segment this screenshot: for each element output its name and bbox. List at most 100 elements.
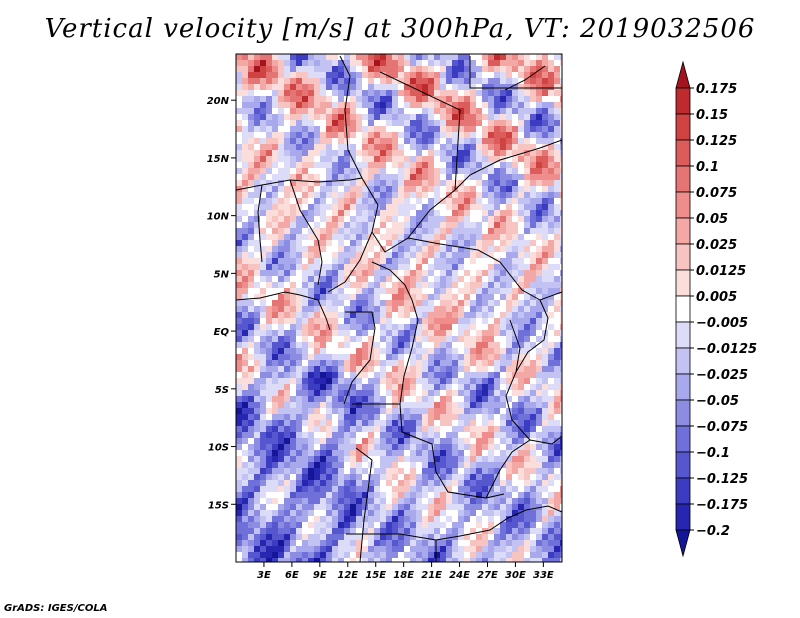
field-cell <box>422 474 428 480</box>
field-cell <box>338 516 344 522</box>
field-cell <box>362 552 368 558</box>
field-cell <box>404 462 410 468</box>
field-cell <box>242 492 248 498</box>
field-cell <box>290 168 296 174</box>
field-cell <box>410 390 416 396</box>
field-cell <box>554 276 560 282</box>
field-cell <box>260 336 266 342</box>
field-cell <box>266 72 272 78</box>
field-cell <box>350 372 356 378</box>
field-cell <box>260 552 266 558</box>
field-cell <box>284 384 290 390</box>
field-cell <box>428 372 434 378</box>
field-cell <box>542 276 548 282</box>
field-cell <box>494 252 500 258</box>
field-cell <box>350 258 356 264</box>
field-cell <box>500 132 506 138</box>
field-cell <box>380 72 386 78</box>
field-cell <box>410 72 416 78</box>
field-cell <box>560 252 562 258</box>
field-cell <box>368 312 374 318</box>
field-cell <box>290 390 296 396</box>
field-cell <box>524 384 530 390</box>
field-cell <box>548 474 554 480</box>
colorbar-bin <box>675 191 691 219</box>
field-cell <box>338 282 344 288</box>
field-cell <box>422 504 428 510</box>
field-cell <box>338 264 344 270</box>
field-cell <box>302 210 308 216</box>
field-cell <box>548 204 554 210</box>
field-cell <box>416 348 422 354</box>
field-cell <box>458 462 464 468</box>
field-cell <box>356 486 362 492</box>
field-cell <box>416 546 422 552</box>
field-cell <box>362 132 368 138</box>
field-cell <box>542 258 548 264</box>
field-cell <box>356 558 362 562</box>
field-cell <box>458 192 464 198</box>
field-cell <box>326 312 332 318</box>
field-cell <box>356 114 362 120</box>
field-cell <box>278 204 284 210</box>
field-cell <box>392 336 398 342</box>
field-cell <box>398 444 404 450</box>
field-cell <box>248 150 254 156</box>
field-cell <box>368 402 374 408</box>
field-cell <box>440 138 446 144</box>
field-cell <box>542 282 548 288</box>
field-cell <box>392 528 398 534</box>
field-cell <box>452 462 458 468</box>
field-cell <box>518 522 524 528</box>
field-cell <box>458 552 464 558</box>
field-cell <box>368 552 374 558</box>
field-cell <box>410 108 416 114</box>
field-cell <box>416 360 422 366</box>
field-cell <box>440 114 446 120</box>
field-cell <box>242 408 248 414</box>
field-cell <box>362 402 368 408</box>
field-cell <box>404 66 410 72</box>
field-cell <box>560 198 562 204</box>
field-cell <box>260 534 266 540</box>
field-cell <box>548 528 554 534</box>
field-cell <box>290 396 296 402</box>
field-cell <box>296 492 302 498</box>
field-cell <box>308 438 314 444</box>
field-cell <box>332 186 338 192</box>
field-cell <box>422 114 428 120</box>
field-cell <box>308 360 314 366</box>
field-cell <box>284 402 290 408</box>
field-cell <box>290 558 296 562</box>
field-cell <box>410 246 416 252</box>
field-cell <box>326 354 332 360</box>
field-cell <box>392 270 398 276</box>
field-cell <box>284 294 290 300</box>
field-cell <box>320 288 326 294</box>
field-cell <box>296 114 302 120</box>
field-cell <box>260 480 266 486</box>
field-cell <box>554 492 560 498</box>
field-cell <box>464 306 470 312</box>
field-cell <box>548 348 554 354</box>
field-cell <box>458 114 464 120</box>
field-cell <box>350 528 356 534</box>
field-cell <box>374 486 380 492</box>
field-cell <box>266 486 272 492</box>
field-cell <box>284 318 290 324</box>
field-cell <box>344 174 350 180</box>
field-cell <box>386 492 392 498</box>
field-cell <box>464 210 470 216</box>
field-cell <box>500 426 506 432</box>
field-cell <box>368 438 374 444</box>
field-cell <box>452 486 458 492</box>
field-cell <box>350 390 356 396</box>
field-cell <box>422 318 428 324</box>
field-cell <box>314 480 320 486</box>
field-cell <box>368 66 374 72</box>
field-cell <box>404 78 410 84</box>
field-cell <box>392 228 398 234</box>
field-cell <box>320 270 326 276</box>
field-cell <box>530 540 536 546</box>
field-cell <box>278 114 284 120</box>
